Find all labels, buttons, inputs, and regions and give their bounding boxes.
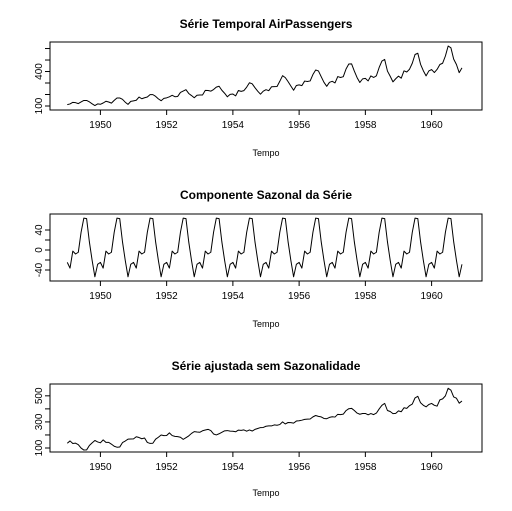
y-tick-label: 100 [34,439,45,456]
x-tick-label: 1956 [288,120,311,131]
x-tick-label: 1954 [222,462,245,473]
x-tick-label: 1954 [222,291,245,302]
y-tick-label: 0 [34,247,45,253]
y-tick-label: 300 [34,413,45,430]
x-tick-label: 1950 [89,291,112,302]
panel-seasonally-adjusted: Série ajustada sem Sazonalidade 1950 1952… [34,359,483,498]
x-tick-label: 1950 [89,120,112,131]
x-tick-label: 1958 [354,462,377,473]
y-tick-label: 40 [34,224,45,236]
series-line [66,217,463,278]
panel-2-xlabel: Tempo [252,319,279,329]
x-tick-label: 1958 [354,120,377,131]
panel-2-marks: 1950 1952 1954 1956 1958 1960 -40 0 40 [34,217,463,302]
x-tick-label: 1952 [156,462,179,473]
panel-1-marks: 1950 1952 1954 1956 1958 1960 100 400 [34,45,463,131]
panel-1-xlabel: Tempo [252,148,279,158]
panel-original-series: Série Temporal AirPassengers 1950 1952 195… [34,17,483,158]
x-tick-label: 1960 [420,120,443,131]
panel-3-title: Série ajustada sem Sazonalidade [172,359,361,373]
panel-seasonal-component: Componente Sazonal da Série 1950 1952 1954… [34,188,483,329]
y-tick-label: 500 [34,387,45,404]
panel-3-xlabel: Tempo [252,488,279,498]
x-tick-label: 1950 [89,462,112,473]
x-tick-label: 1952 [156,291,179,302]
panel-3-marks: 1950 1952 1954 1956 1958 1960 100 300 500 [34,387,463,473]
x-tick-label: 1954 [222,120,245,131]
x-tick-label: 1956 [288,291,311,302]
panel-3-frame [49,383,483,453]
y-tick-label: -40 [34,262,45,277]
x-tick-label: 1960 [420,462,443,473]
panel-1-title: Série Temporal AirPassengers [180,17,353,31]
y-tick-label: 100 [34,97,45,114]
x-tick-label: 1956 [288,462,311,473]
x-tick-label: 1958 [354,291,377,302]
panel-1-frame [49,41,483,111]
x-tick-label: 1952 [156,120,179,131]
series-line [67,45,463,107]
y-tick-label: 400 [34,63,45,80]
x-tick-label: 1960 [420,291,443,302]
panel-2-frame [49,213,483,282]
panel-2-title: Componente Sazonal da Série [180,188,352,202]
series-line [66,387,463,451]
